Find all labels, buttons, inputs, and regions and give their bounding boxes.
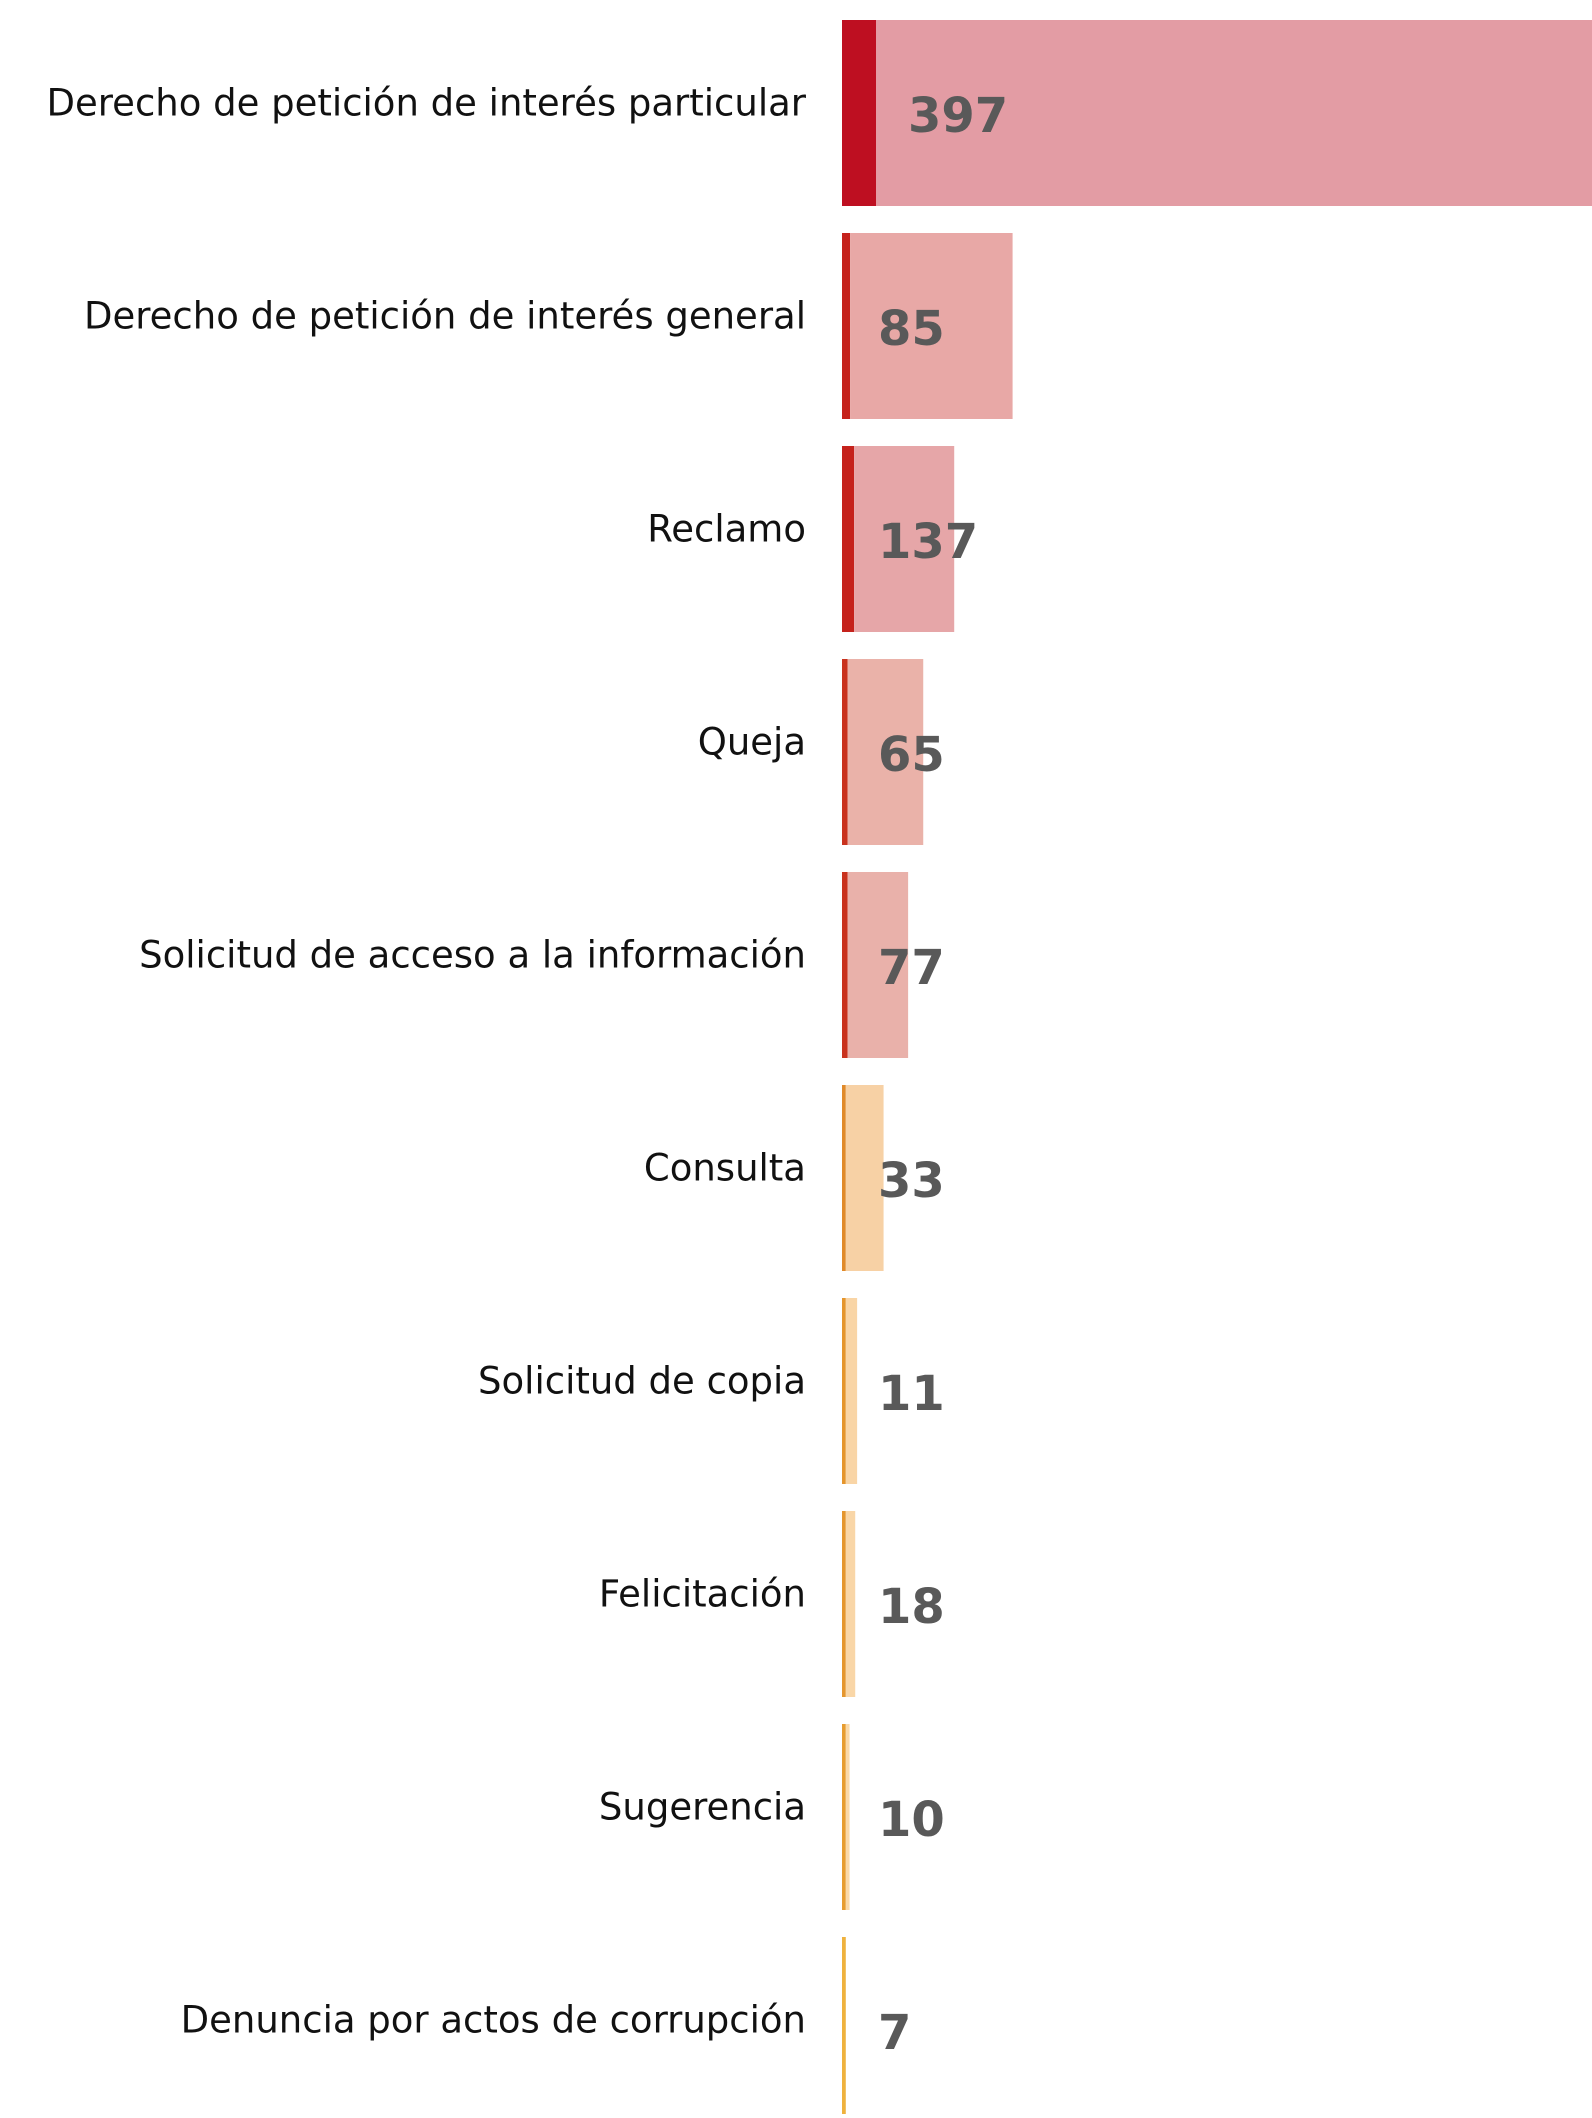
bar-segment <box>842 1298 846 1484</box>
category-label: Solicitud de copia <box>478 1360 806 1403</box>
bar-segment <box>842 1085 846 1271</box>
category-label: Consulta <box>644 1147 806 1190</box>
bar-segment <box>842 233 851 419</box>
category-label: Derecho de petición de interés particula… <box>47 82 807 125</box>
bar-segment <box>847 659 924 845</box>
category-label: Denuncia por actos de corrupción <box>181 1999 806 2042</box>
value-label: 85 <box>878 301 945 357</box>
bar-segment <box>845 1085 884 1271</box>
bar-segment <box>842 446 855 632</box>
value-label: 18 <box>878 1579 945 1635</box>
value-label: 397 <box>908 88 1008 144</box>
category-label: Sugerencia <box>599 1786 806 1829</box>
bar-segment <box>842 1511 846 1697</box>
value-label: 11 <box>878 1366 945 1422</box>
bar-segment <box>842 1724 846 1910</box>
bar-segment <box>842 872 848 1058</box>
value-label: 7 <box>878 2005 911 2061</box>
value-label: 33 <box>878 1153 945 1209</box>
category-label: Derecho de petición de interés general <box>84 295 806 338</box>
bar-segment <box>842 659 848 845</box>
bar-segment <box>847 872 909 1058</box>
bar-segment <box>845 1511 856 1697</box>
bar-segment <box>842 1937 846 2118</box>
category-label: Queja <box>698 721 806 764</box>
bar-segment <box>845 1724 850 1910</box>
category-label: Reclamo <box>647 508 806 551</box>
value-label: 10 <box>878 1792 945 1848</box>
value-label: 77 <box>878 940 945 996</box>
bar-segment <box>854 446 955 632</box>
value-label: 65 <box>878 727 945 783</box>
category-label: Felicitación <box>599 1573 806 1616</box>
bar-segment <box>850 233 1013 419</box>
category-label: Solicitud de acceso a la información <box>139 934 806 977</box>
bar-segment <box>842 20 877 206</box>
value-label: 137 <box>878 514 978 570</box>
bar-segment <box>845 1298 858 1484</box>
bar-segment <box>876 20 1592 206</box>
